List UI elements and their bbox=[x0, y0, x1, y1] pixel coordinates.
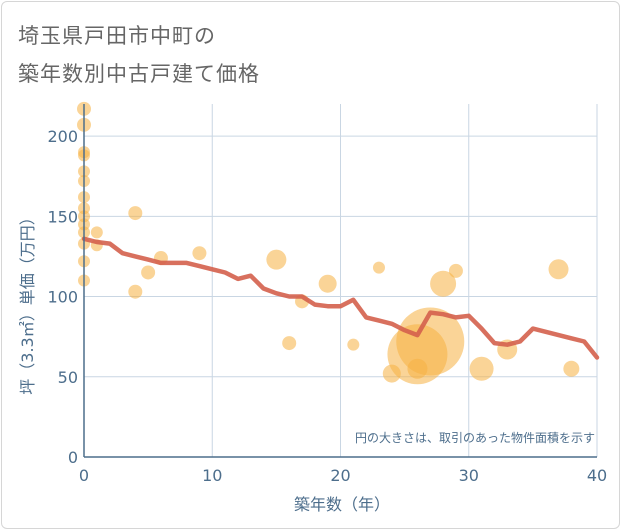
data-bubble bbox=[90, 226, 103, 239]
data-bubble bbox=[282, 336, 297, 351]
y-tick-label: 150 bbox=[47, 207, 78, 226]
x-axis-label: 築年数（年） bbox=[294, 495, 390, 514]
x-tick-label: 30 bbox=[459, 466, 479, 485]
x-tick-labels: 0 10 20 30 40 bbox=[79, 466, 607, 485]
data-bubble bbox=[430, 270, 457, 297]
y-axis-label: 坪（3.3㎡）単価（万円） bbox=[18, 209, 37, 394]
chart-title-line2: 築年数別中古戸建て価格 bbox=[18, 62, 260, 86]
axes bbox=[83, 104, 597, 458]
data-bubble bbox=[192, 246, 207, 261]
y-tick-label: 0 bbox=[68, 448, 78, 467]
data-bubble bbox=[141, 265, 156, 280]
x-tick-label: 10 bbox=[202, 466, 222, 485]
y-tick-label: 50 bbox=[58, 368, 78, 387]
x-tick-label: 40 bbox=[587, 466, 607, 485]
average-price-line bbox=[81, 236, 600, 360]
data-bubble bbox=[347, 338, 360, 351]
x-tick-label: 20 bbox=[330, 466, 350, 485]
bubble-layer bbox=[77, 101, 580, 385]
average-line-layer bbox=[81, 236, 600, 360]
data-bubble bbox=[448, 263, 463, 278]
data-bubble bbox=[548, 259, 569, 280]
data-bubble bbox=[128, 206, 143, 221]
data-bubble bbox=[318, 274, 337, 293]
x-tick-label: 0 bbox=[79, 466, 89, 485]
data-bubble bbox=[128, 284, 143, 299]
data-bubble bbox=[469, 356, 494, 381]
data-bubble bbox=[372, 261, 385, 274]
bubble-size-note: 円の大きさは、取引のあった物件面積を示す bbox=[355, 430, 595, 445]
data-bubble bbox=[266, 249, 287, 270]
data-bubble bbox=[563, 360, 580, 377]
data-bubble bbox=[396, 307, 465, 376]
y-tick-label: 100 bbox=[47, 288, 78, 307]
y-tick-label: 200 bbox=[47, 127, 78, 146]
chart-title-line1: 埼玉県戸田市中町の bbox=[18, 24, 216, 48]
grid-lines bbox=[84, 104, 598, 457]
y-tick-labels: 0 50 100 150 200 bbox=[47, 127, 78, 467]
